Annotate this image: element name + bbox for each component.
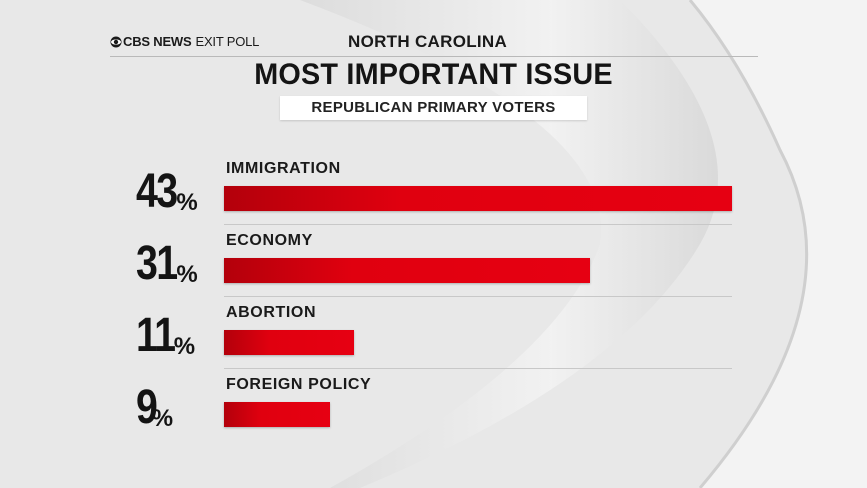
- category-label: ABORTION: [226, 304, 317, 321]
- row-divider: [224, 224, 732, 225]
- bar: [224, 186, 732, 211]
- brand-cbs-news: CBS NEWS: [123, 34, 192, 49]
- cbs-news-exit-poll-logo: CBS NEWS EXIT POLL: [110, 34, 259, 49]
- percent-sign: %: [151, 405, 174, 432]
- header-row: CBS NEWS EXIT POLL NORTH CAROLINA: [110, 30, 758, 57]
- cbs-eye-icon: [110, 36, 122, 47]
- bar-row: 9% FOREIGN POLICY: [0, 376, 867, 448]
- row-divider: [224, 368, 732, 369]
- data-label: 31%: [136, 232, 198, 288]
- data-label: 43%: [136, 160, 198, 216]
- data-label-value: 43: [136, 165, 178, 218]
- bar-row: 11% ABORTION: [0, 304, 867, 376]
- data-label: 9%: [136, 376, 173, 432]
- data-label: 11%: [136, 304, 195, 360]
- bar-row: 43% IMMIGRATION: [0, 160, 867, 232]
- bar-row: 31% ECONOMY: [0, 232, 867, 304]
- chart-subtitle: REPUBLICAN PRIMARY VOTERS: [280, 96, 587, 120]
- data-label-value: 31: [136, 237, 178, 290]
- percent-sign: %: [176, 189, 198, 216]
- category-label: ECONOMY: [226, 232, 313, 249]
- category-label: IMMIGRATION: [226, 160, 341, 177]
- data-label-value: 11: [136, 309, 176, 362]
- bar: [224, 402, 330, 427]
- brand-exit-poll: EXIT POLL: [195, 34, 260, 49]
- bar: [224, 330, 354, 355]
- category-label: FOREIGN POLICY: [226, 376, 372, 393]
- state-label: NORTH CAROLINA: [348, 32, 508, 51]
- bar: [224, 258, 590, 283]
- data-label-value: 9: [136, 381, 158, 434]
- chart-title: MOST IMPORTANT ISSUE: [254, 58, 613, 91]
- percent-sign: %: [173, 333, 196, 360]
- percent-sign: %: [176, 261, 198, 288]
- row-divider: [224, 296, 732, 297]
